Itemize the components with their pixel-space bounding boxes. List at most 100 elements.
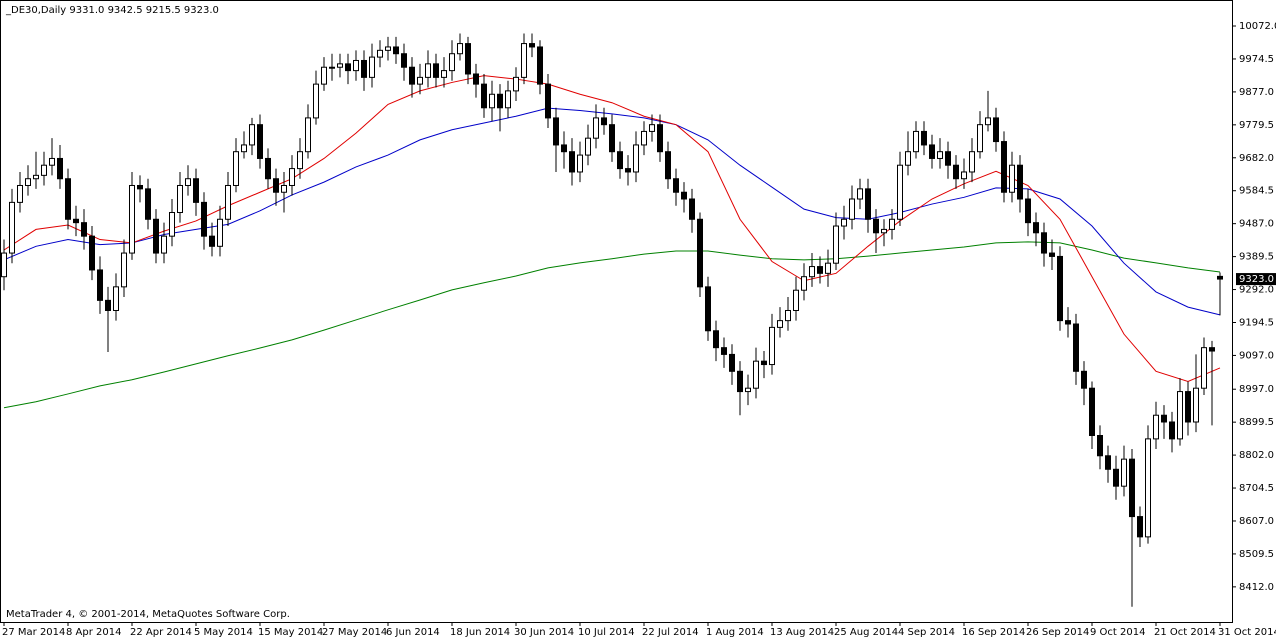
candle-body [297, 151, 303, 170]
candle-body [193, 178, 199, 203]
candle-body [553, 117, 559, 146]
x-tick-label: 27 Mar 2014 [2, 627, 65, 638]
candle-body [913, 130, 919, 153]
candle-body [633, 144, 639, 173]
candle-body [953, 164, 959, 180]
candle-body [441, 70, 447, 78]
candle-body [153, 218, 159, 254]
candle-body [377, 49, 383, 58]
candle-body [1209, 347, 1215, 352]
candle-body [353, 59, 359, 72]
y-tick-label: 9877.0 [1239, 87, 1274, 98]
candle-body [769, 326, 775, 366]
candle-body [217, 218, 223, 247]
x-tick-label: 13 Aug 2014 [770, 627, 834, 638]
candle-body [1145, 438, 1151, 538]
candle-body [9, 201, 15, 254]
candle-body [65, 178, 71, 220]
plot-frame [0, 0, 1233, 623]
x-tick-label: 25 Aug 2014 [834, 627, 898, 638]
candle-body [25, 178, 31, 186]
candle-body [1065, 320, 1071, 325]
candle-body [569, 151, 575, 173]
candle-body [625, 168, 631, 173]
candle-body [73, 218, 79, 224]
candle-body [177, 184, 183, 214]
candle-body [113, 286, 119, 311]
candle-body [969, 151, 975, 173]
candle-body [129, 184, 135, 254]
candle-body [905, 151, 911, 166]
candle-body [209, 235, 215, 247]
x-tick-label: 31 Oct 2014 [1218, 627, 1276, 638]
candle-body [937, 151, 943, 159]
candle-body [89, 235, 95, 271]
candle-body [473, 73, 479, 85]
y-tick-label: 8412.0 [1239, 582, 1274, 593]
candle-body [689, 198, 695, 220]
candle-body [729, 353, 735, 372]
candle-body [121, 252, 127, 288]
candle-body [97, 269, 103, 301]
candle-body [1137, 516, 1143, 538]
candle-body [489, 93, 495, 109]
x-tick-label: 1 Aug 2014 [706, 627, 764, 638]
candle-body [201, 201, 207, 237]
candle-body [817, 266, 823, 274]
candle-body [897, 164, 903, 220]
candle-body [81, 222, 87, 237]
x-tick-label: 22 Jul 2014 [642, 627, 699, 638]
candle-body [1185, 391, 1191, 423]
candle-body [945, 151, 951, 166]
candle-body [985, 117, 991, 126]
candle-body [545, 83, 551, 119]
candle-body [1081, 370, 1087, 389]
candle-body [465, 43, 471, 75]
candle-body [41, 164, 47, 176]
x-tick-label: 15 May 2014 [258, 627, 323, 638]
candle-body [33, 174, 39, 180]
candle-body [1153, 414, 1159, 440]
candle-body [265, 157, 271, 180]
candle-body [105, 299, 111, 311]
candle-body [577, 154, 583, 173]
candle-body [1097, 435, 1103, 457]
candle-body [345, 63, 351, 72]
candle-body [681, 191, 687, 200]
chart-title: _DE30,Daily 9331.0 9342.5 9215.5 9323.0 [5, 5, 219, 16]
candle-body [169, 212, 175, 237]
candle-body [609, 124, 615, 153]
candle-body [1009, 164, 1015, 193]
y-tick-label: 10072.0 [1239, 21, 1276, 32]
candle-body [833, 225, 839, 264]
candle-body [745, 387, 751, 393]
candle-body [825, 262, 831, 274]
candle-body [777, 320, 783, 328]
candle-body [1001, 141, 1007, 193]
candle-body [617, 151, 623, 170]
y-tick-label: 8607.0 [1239, 516, 1274, 527]
candle-body [369, 56, 375, 78]
candle-body [321, 66, 327, 85]
candle-body [961, 171, 967, 180]
x-tick-label: 4 Sep 2014 [898, 627, 955, 638]
candle-body [857, 188, 863, 200]
x-tick-label: 10 Jul 2014 [578, 627, 635, 638]
candle-body [1105, 455, 1111, 470]
candle-body [1089, 387, 1095, 437]
candle-body [1, 252, 7, 278]
y-tick-label: 8704.5 [1239, 483, 1274, 494]
x-tick-label: 27 May 2014 [322, 627, 387, 638]
candle-body [161, 235, 167, 254]
candle-body [409, 66, 415, 85]
candle-body [761, 360, 767, 366]
x-tick-label: 30 Jun 2014 [514, 627, 574, 638]
footer: MetaTrader 4, © 2001-2014, MetaQuotes So… [6, 609, 290, 620]
y-tick-label: 8899.5 [1239, 417, 1274, 428]
candle-body [993, 117, 999, 143]
candle-body [225, 184, 231, 220]
candle-body [289, 168, 295, 186]
candle-body [497, 93, 503, 109]
candle-body [889, 218, 895, 230]
candle-body [281, 184, 287, 193]
